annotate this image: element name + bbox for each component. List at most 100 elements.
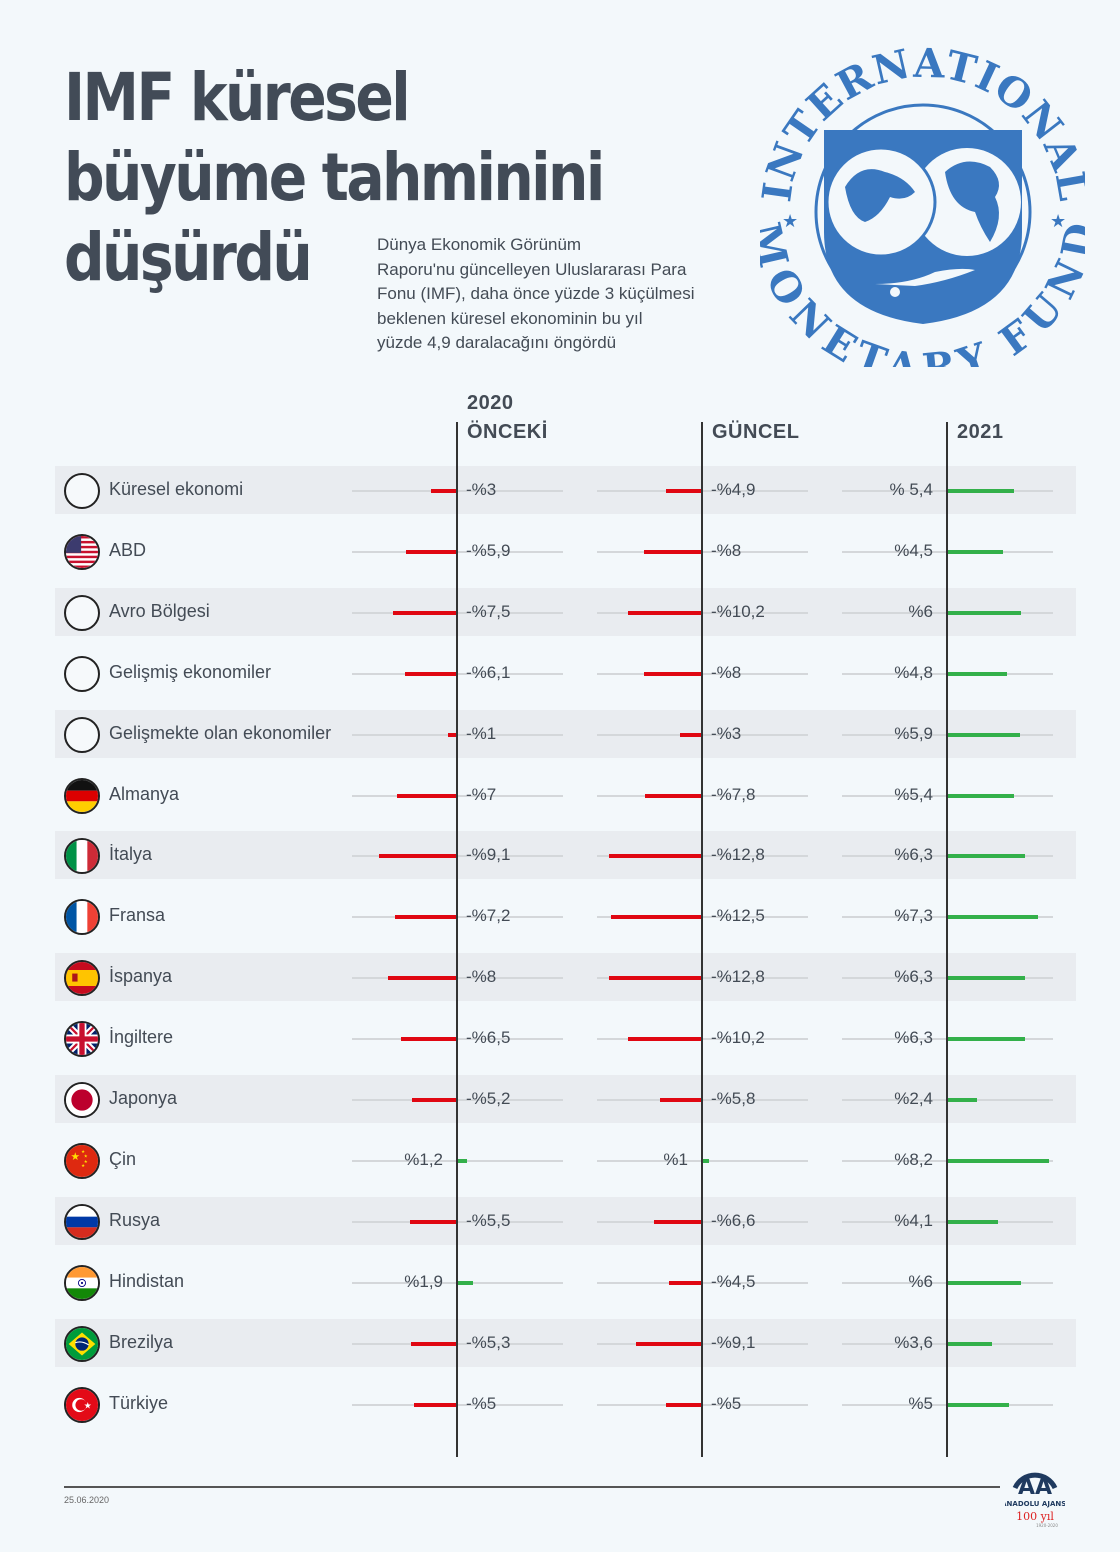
positive-bar	[457, 1158, 468, 1163]
value-label: -%8	[711, 540, 742, 560]
column-header-current: GÜNCEL	[712, 421, 800, 443]
value-label: %4,8	[894, 662, 933, 682]
positive-bar	[947, 1037, 1026, 1042]
value-label: %7,3	[894, 906, 933, 926]
table-row: İtalya -%9,1 -%12,8 %6,3	[55, 831, 1076, 880]
value-label: -%1	[466, 723, 497, 743]
negative-bar	[645, 793, 702, 798]
usa-flag-icon	[64, 533, 100, 570]
title-line: büyüme tahminini	[64, 139, 605, 216]
negative-bar	[653, 1219, 702, 1224]
negative-bar	[635, 1341, 702, 1346]
negative-bar	[627, 610, 702, 615]
brazil-flag-icon	[64, 1325, 100, 1362]
table-row: ★ Türkiye -%5 -%5 %5	[55, 1380, 1076, 1428]
subtitle-line: beklenen küresel ekonominin bu yıl	[377, 308, 643, 328]
value-label: -%4,5	[711, 1271, 756, 1291]
spain-flag-icon	[64, 960, 100, 997]
subtitle-line: Dünya Ekonomik Görünüm	[377, 235, 582, 254]
positive-bar	[457, 1280, 474, 1285]
positive-bar	[947, 1402, 1009, 1407]
svg-text:★: ★	[1050, 211, 1066, 231]
table-row: İngiltere -%6,5 -%10,2 %6,3	[55, 1014, 1076, 1062]
value-label: %1,2	[404, 1149, 443, 1169]
negative-bar	[669, 1280, 702, 1285]
row-label: Avro Bölgesi	[109, 600, 210, 621]
negative-bar	[643, 549, 702, 554]
value-label: %3,6	[894, 1332, 933, 1352]
value-label: % 5,4	[889, 480, 933, 499]
blank-circle-icon	[64, 655, 100, 692]
negative-bar	[412, 1098, 457, 1102]
positive-bar	[947, 610, 1022, 615]
svg-text:★: ★	[84, 1159, 88, 1164]
value-label: -%8	[711, 662, 742, 682]
india-flag-icon	[64, 1264, 100, 1301]
germany-flag-icon	[64, 777, 100, 814]
value-label: -%7,8	[711, 784, 756, 804]
negative-bar	[414, 1402, 457, 1407]
negative-bar	[665, 1402, 702, 1407]
value-label: -%10,2	[711, 601, 765, 621]
svg-text:★: ★	[70, 1151, 80, 1163]
positive-bar	[947, 793, 1014, 798]
value-label: -%4,9	[711, 480, 756, 499]
table-row: Fransa -%7,2 -%12,5 %7,3	[55, 892, 1076, 940]
value-label: -%9,1	[466, 845, 511, 865]
france-flag-icon	[64, 899, 100, 936]
value-label: -%9,1	[711, 1332, 756, 1352]
negative-bar	[610, 915, 702, 920]
positive-bar	[947, 549, 1003, 554]
column-header-previous: ÖNCEKİ	[467, 421, 548, 443]
negative-bar	[627, 1037, 702, 1042]
blank-circle-icon	[64, 594, 100, 631]
negative-bar	[401, 1037, 457, 1042]
italy-flag-icon	[64, 838, 100, 875]
value-label: -%7	[466, 784, 497, 804]
row-label: İtalya	[109, 844, 153, 865]
value-label: -%7,5	[466, 601, 511, 621]
japan-flag-icon	[64, 1082, 100, 1118]
negative-bar	[396, 793, 457, 798]
negative-bar	[680, 732, 702, 737]
publish-date: 25.06.2020	[64, 1495, 110, 1505]
imf-seal-icon: INTERNATIONAL MONETARY FUND ★ ★	[760, 40, 1085, 367]
table-row: Brezilya -%5,3 -%9,1 %3,6	[55, 1318, 1076, 1367]
turkey-flag-icon: ★	[64, 1386, 100, 1423]
row-label: Hindistan	[109, 1270, 185, 1291]
value-label: %4,1	[894, 1210, 933, 1230]
value-label: -%12,8	[711, 845, 765, 865]
positive-bar	[947, 1219, 998, 1224]
row-label: Gelişmekte olan ekonomiler	[109, 722, 332, 743]
value-label: %5	[908, 1393, 933, 1413]
value-label: -%7,2	[466, 906, 511, 926]
blank-circle-icon	[64, 716, 100, 753]
blank-circle-icon	[64, 473, 100, 509]
title-line: düşürdü	[64, 219, 313, 296]
negative-bar	[392, 610, 457, 615]
axis-2021	[946, 422, 948, 1457]
value-label: -%5	[466, 1393, 497, 1413]
negative-bar	[666, 489, 702, 493]
table-row: Japonya -%5,2 -%5,8 %2,4	[55, 1075, 1076, 1123]
value-label: -%10,2	[711, 1028, 765, 1048]
negative-bar	[608, 854, 702, 859]
value-label: -%8	[466, 967, 497, 987]
value-label: %5,9	[894, 723, 933, 743]
footer-divider	[64, 1486, 1000, 1488]
value-label: -%5,8	[711, 1089, 756, 1108]
svg-text:★: ★	[84, 1153, 88, 1158]
svg-text:1920-2020: 1920-2020	[1036, 1523, 1058, 1528]
row-label: İngiltere	[109, 1027, 174, 1048]
table-row: ★ ★ ★ ★ ★ Çin %1,2 %1 %8,2	[55, 1136, 1076, 1184]
negative-bar	[448, 732, 457, 737]
table-row: İspanya -%8 -%12,8 %6,3	[55, 953, 1076, 1002]
svg-text:★: ★	[81, 1163, 85, 1168]
positive-bar	[947, 854, 1026, 859]
positive-bar	[947, 1158, 1049, 1163]
row-label: ABD	[109, 539, 147, 560]
negative-bar	[411, 1341, 457, 1346]
negative-bar	[643, 671, 702, 676]
value-label: %2,4	[894, 1089, 933, 1108]
